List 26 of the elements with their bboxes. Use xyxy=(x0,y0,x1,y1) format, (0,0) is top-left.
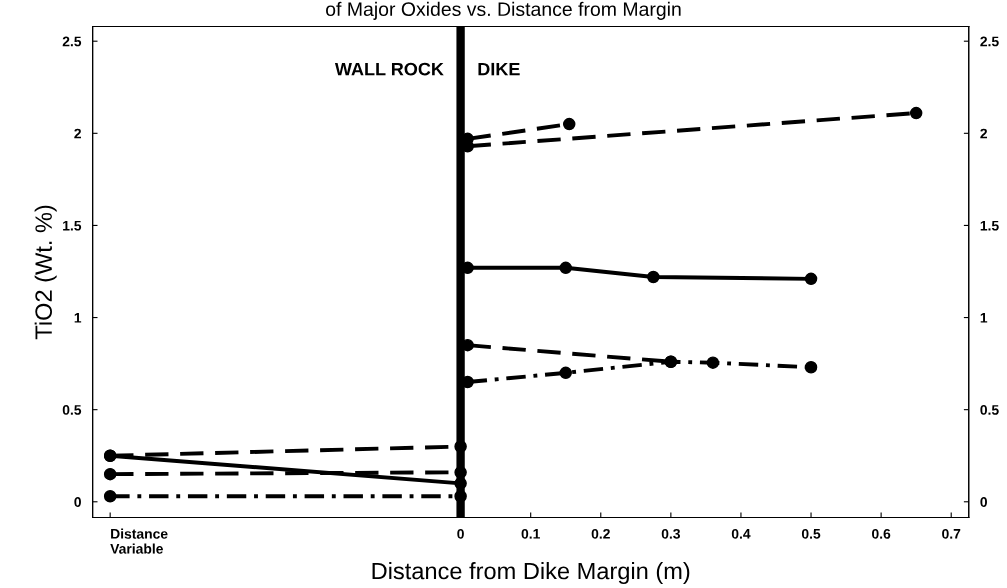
y2-tick-label: 2 xyxy=(980,128,988,139)
x-tick-label: Distance Variable xyxy=(110,528,168,554)
x-tick-label: 0.5 xyxy=(801,528,821,539)
y-tick-label: 2 xyxy=(74,128,81,139)
y2-tick-label: 0 xyxy=(980,497,987,507)
x-tick-label: 0.7 xyxy=(942,528,961,539)
y2-tick-label: 1 xyxy=(980,313,988,323)
x-tick-label: 0.6 xyxy=(872,528,891,539)
y2-tick-label: 2.5 xyxy=(980,36,999,47)
y-tick-label: 2.5 xyxy=(62,36,82,47)
y-tick-label: 0 xyxy=(74,497,81,507)
annotation: WALL ROCK xyxy=(334,62,444,76)
x-tick-label: 0.3 xyxy=(661,528,681,539)
x-tick-label: 0.1 xyxy=(521,528,540,539)
y-tick-label: 1 xyxy=(74,313,82,323)
x-tick-label: 0 xyxy=(457,528,464,539)
x-tick-label: 0.2 xyxy=(591,528,610,539)
x-axis-title: Distance from Dike Margin (m) xyxy=(372,562,690,585)
y2-tick-label: 1.5 xyxy=(980,220,999,231)
x-tick-label: 0.4 xyxy=(731,528,751,539)
chart-title: of Major Oxides vs. Distance from Margin xyxy=(326,1,681,20)
y2-tick-label: 0.5 xyxy=(980,405,999,415)
y-tick-label: 0.5 xyxy=(62,405,82,415)
y-axis-title: TiO2 (Wt. %) xyxy=(34,205,57,340)
annotation: DIKE xyxy=(478,62,520,76)
y-tick-label: 1.5 xyxy=(63,220,82,231)
